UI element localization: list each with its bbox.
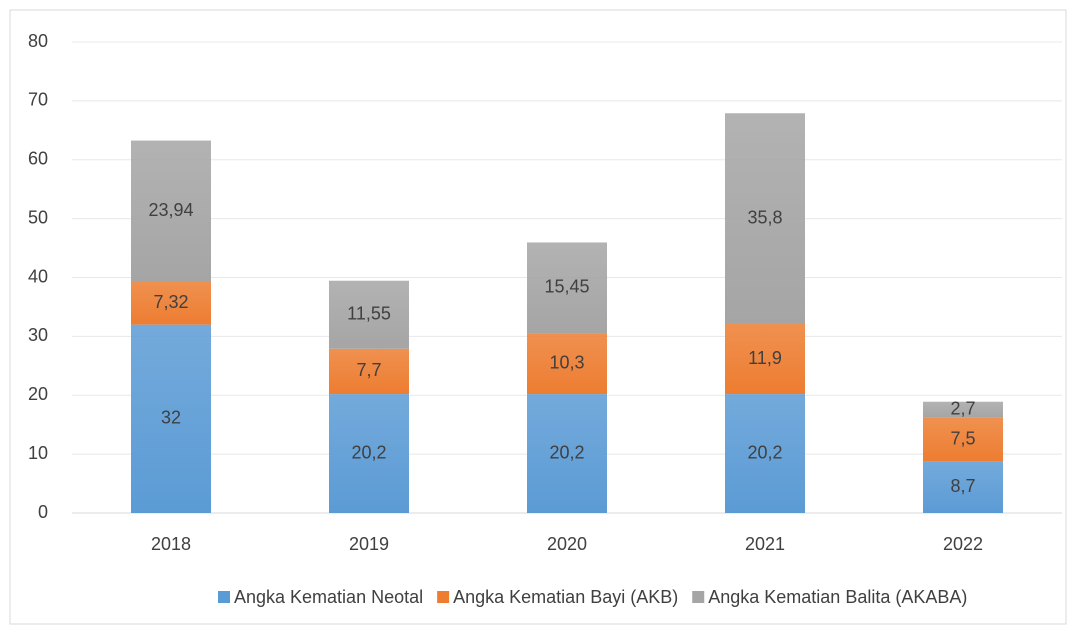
x-tick-label: 2019 [349, 534, 389, 554]
data-label: 11,55 [347, 303, 391, 323]
data-label: 8,7 [950, 476, 975, 496]
bar-segment [923, 417, 1003, 462]
legend-label: Angka Kematian Bayi (AKB) [453, 587, 678, 607]
bar-segment [329, 394, 409, 513]
data-label: 20,2 [351, 442, 386, 462]
data-label: 7,32 [153, 292, 188, 312]
y-tick-label: 10 [28, 443, 48, 463]
bar-segment [725, 324, 805, 395]
x-tick-label: 2021 [745, 534, 785, 554]
legend-swatch [218, 591, 230, 603]
bar-segment [131, 324, 211, 513]
bar-segment [923, 461, 1003, 513]
data-label: 35,8 [747, 207, 782, 227]
x-tick-label: 2022 [943, 534, 983, 554]
x-tick-label: 2018 [151, 534, 191, 554]
y-tick-label: 80 [28, 31, 48, 51]
y-tick-label: 30 [28, 325, 48, 345]
data-label: 23,94 [148, 200, 193, 220]
bar-segment [131, 140, 211, 282]
data-label: 32 [161, 408, 181, 428]
bar-segment [725, 113, 805, 325]
bar-segment [725, 394, 805, 513]
y-tick-label: 20 [28, 384, 48, 404]
data-label: 11,9 [748, 348, 782, 368]
bar-segment [527, 394, 607, 513]
legend-swatch [437, 591, 450, 603]
x-tick-label: 2020 [547, 534, 587, 554]
y-tick-label: 40 [28, 266, 48, 286]
y-tick-label: 0 [38, 502, 48, 522]
legend-swatch [692, 591, 705, 603]
data-label: 15,45 [544, 277, 589, 297]
bar-segment [527, 333, 607, 395]
bar-segment [329, 280, 409, 349]
data-label: 20,2 [747, 442, 782, 462]
y-tick-label: 60 [28, 149, 48, 169]
data-label: 10,3 [549, 353, 584, 373]
data-label: 7,5 [950, 428, 975, 448]
bar-segment [329, 348, 409, 395]
bar-segment [527, 242, 607, 334]
data-label: 20,2 [549, 442, 584, 462]
legend-label: Angka Kematian Neotal [234, 587, 423, 607]
bar-segment [923, 401, 1003, 418]
data-label: 7,7 [356, 360, 381, 380]
y-tick-label: 50 [28, 207, 48, 227]
data-label: 2,7 [950, 398, 975, 418]
y-tick-label: 70 [28, 90, 48, 110]
legend-label: Angka Kematian Balita (AKABA) [708, 587, 967, 607]
bar-segment [131, 281, 211, 325]
